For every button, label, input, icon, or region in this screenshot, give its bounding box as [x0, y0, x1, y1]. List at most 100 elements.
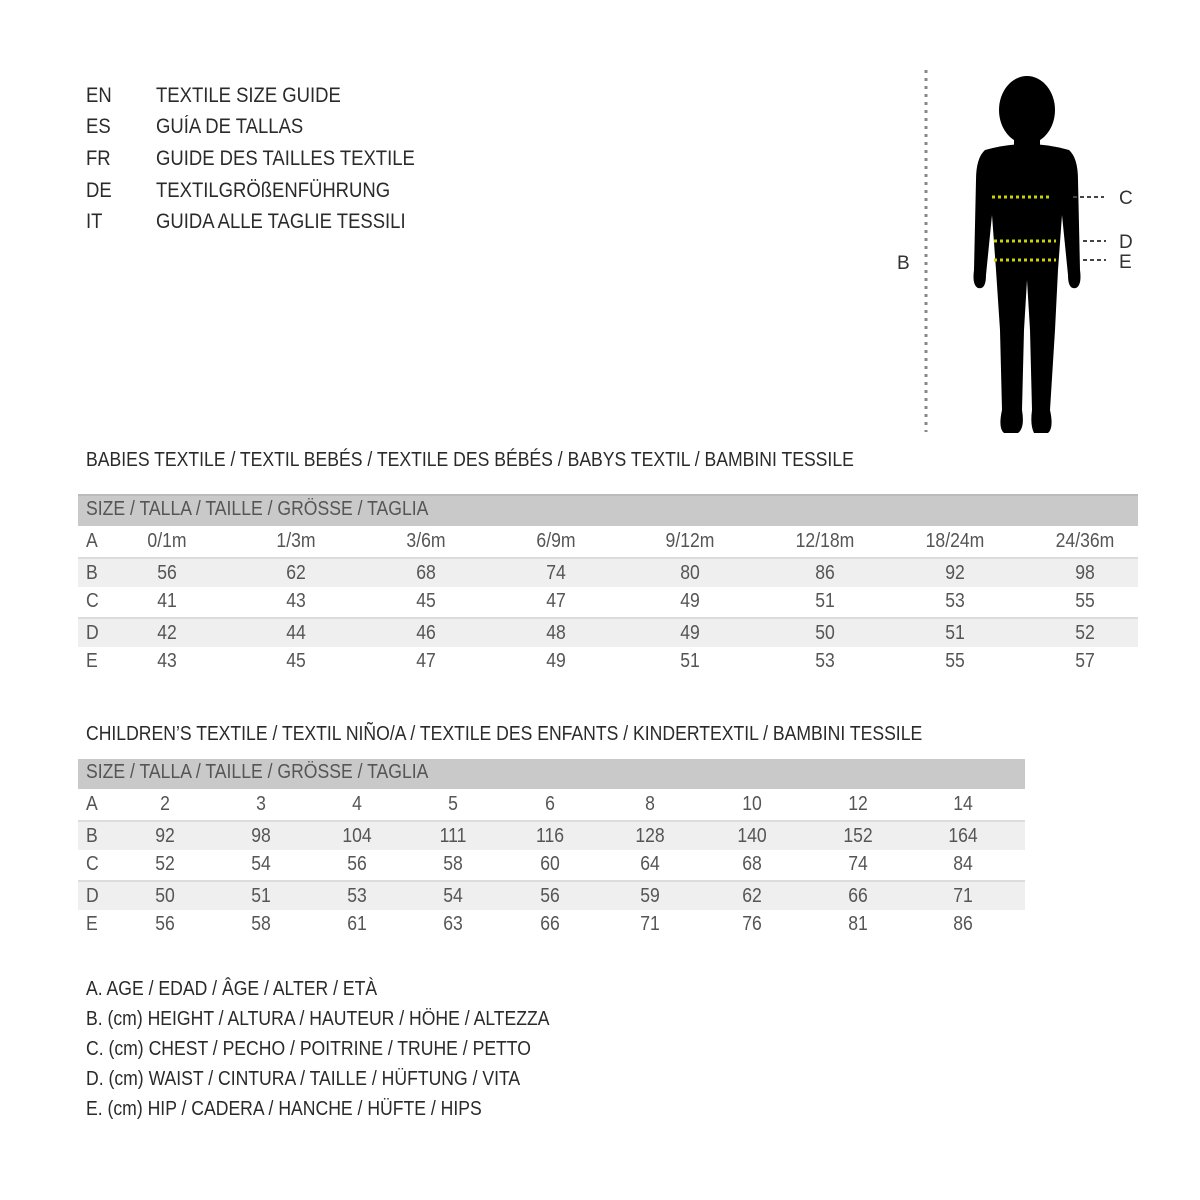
table-cell: 44 [286, 622, 306, 644]
babies-caption: BABIES TEXTILE / TEXTIL BEBÉS / TEXTILE … [86, 449, 854, 471]
legend-item: C. (cm) CHEST / PECHO / POITRINE / TRUHE… [86, 1038, 531, 1060]
table-cell: 46 [416, 622, 436, 644]
table-header: SIZE / TALLA / TAILLE / GRÖSSE / TAGLIA [78, 759, 1025, 789]
table-cell: 55 [945, 650, 965, 672]
table-cell: 57 [1075, 650, 1095, 672]
table-cell: 98 [1075, 562, 1095, 584]
table-cell: 74 [848, 853, 868, 875]
table-cell: 42 [157, 622, 177, 644]
language-code: IT [86, 210, 103, 233]
table-cell: 98 [251, 825, 271, 847]
table-cell: 86 [815, 562, 835, 584]
table-cell: 68 [742, 853, 762, 875]
table-cell: 71 [953, 885, 973, 907]
table-cell: 49 [546, 650, 566, 672]
table-cell: 48 [546, 622, 566, 644]
table-row: A 2 3 4 5 6 8 10 12 14 [78, 790, 1025, 818]
table-cell: 56 [155, 913, 175, 935]
table-cell: 86 [953, 913, 973, 935]
table-cell: 62 [286, 562, 306, 584]
table-cell: 41 [157, 590, 177, 612]
table-cell: 43 [286, 590, 306, 612]
table-cell: 92 [945, 562, 965, 584]
table-cell: 9/12m [665, 530, 715, 552]
table-cell: 92 [155, 825, 175, 847]
table-cell: 53 [945, 590, 965, 612]
language-code: EN [86, 84, 112, 107]
table-row: C 52 54 56 58 60 64 68 74 84 [78, 850, 1025, 878]
table-cell: 56 [347, 853, 367, 875]
table-cell: 45 [416, 590, 436, 612]
table-cell: 61 [347, 913, 367, 935]
table-cell: 4 [352, 793, 362, 815]
header-label: SIZE / TALLA / TAILLE / GRÖSSE / TAGLIA [86, 761, 429, 783]
babies-size-table: SIZE / TALLA / TAILLE / GRÖSSE / TAGLIA A… [78, 494, 1138, 676]
table-cell: 0/1m [147, 530, 187, 552]
title-text: GUIDA ALLE TAGLIE TESSILI [156, 210, 406, 233]
label-e: E [1119, 252, 1132, 273]
table-header: SIZE / TALLA / TAILLE / GRÖSSE / TAGLIA [78, 496, 1138, 526]
table-cell: 71 [640, 913, 660, 935]
table-cell: 6 [545, 793, 555, 815]
legend-item: A. AGE / EDAD / ÂGE / ALTER / ETÀ [86, 978, 378, 1000]
table-cell: 51 [815, 590, 835, 612]
table-cell: 51 [945, 622, 965, 644]
table-cell: 59 [640, 885, 660, 907]
row-label: E [86, 913, 98, 935]
title-text: TEXTILE SIZE GUIDE [156, 84, 341, 107]
table-cell: 10 [742, 793, 762, 815]
table-cell: 51 [680, 650, 700, 672]
table-cell: 52 [1075, 622, 1095, 644]
table-cell: 3/6m [406, 530, 446, 552]
table-cell: 50 [815, 622, 835, 644]
table-cell: 12 [848, 793, 868, 815]
table-cell: 51 [251, 885, 271, 907]
table-cell: 49 [680, 622, 700, 644]
table-cell: 140 [737, 825, 767, 847]
row-label: A [86, 530, 98, 552]
table-row: C 41 43 45 47 49 51 53 55 [78, 587, 1138, 615]
table-cell: 49 [680, 590, 700, 612]
title-text: GUÍA DE TALLAS [156, 115, 304, 138]
child-silhouette-figure: B C D E [897, 70, 1133, 433]
header-label: SIZE / TALLA / TAILLE / GRÖSSE / TAGLIA [86, 498, 429, 520]
table-cell: 8 [645, 793, 655, 815]
child-silhouette [973, 76, 1081, 433]
label-b: B [897, 253, 910, 274]
row-label: D [86, 885, 99, 907]
row-label: A [86, 793, 98, 815]
table-cell: 47 [546, 590, 566, 612]
table-cell: 116 [535, 825, 565, 847]
table-row: B 56 62 68 74 80 86 92 98 [78, 557, 1138, 587]
table-cell: 18/24m [925, 530, 985, 552]
table-cell: 104 [342, 825, 372, 847]
table-cell: 58 [251, 913, 271, 935]
table-cell: 12/18m [795, 530, 855, 552]
language-code: DE [86, 179, 112, 202]
table-cell: 53 [815, 650, 835, 672]
table-cell: 56 [157, 562, 177, 584]
table-cell: 128 [635, 825, 665, 847]
legend-item: D. (cm) WAIST / CINTURA / TAILLE / HÜFTU… [86, 1068, 521, 1090]
table-cell: 81 [848, 913, 868, 935]
table-cell: 3 [256, 793, 266, 815]
table-cell: 5 [448, 793, 458, 815]
title-text: GUIDE DES TAILLES TEXTILE [156, 147, 415, 170]
table-row: E 56 58 61 63 66 71 76 81 86 [78, 910, 1025, 938]
language-code: ES [86, 115, 111, 138]
table-row: D 50 51 53 54 56 59 62 66 71 [78, 880, 1025, 910]
table-cell: 152 [843, 825, 873, 847]
table-cell: 84 [953, 853, 973, 875]
table-cell: 68 [416, 562, 436, 584]
table-cell: 56 [540, 885, 560, 907]
label-d: D [1119, 232, 1133, 253]
table-cell: 2 [160, 793, 170, 815]
legend-item: E. (cm) HIP / CADERA / HANCHE / HÜFTE / … [86, 1098, 482, 1120]
table-cell: 54 [251, 853, 271, 875]
table-row: E 43 45 47 49 51 53 55 57 [78, 647, 1138, 675]
table-cell: 45 [286, 650, 306, 672]
table-cell: 111 [439, 825, 467, 847]
table-cell: 64 [640, 853, 660, 875]
table-cell: 55 [1075, 590, 1095, 612]
table-cell: 24/36m [1055, 530, 1115, 552]
